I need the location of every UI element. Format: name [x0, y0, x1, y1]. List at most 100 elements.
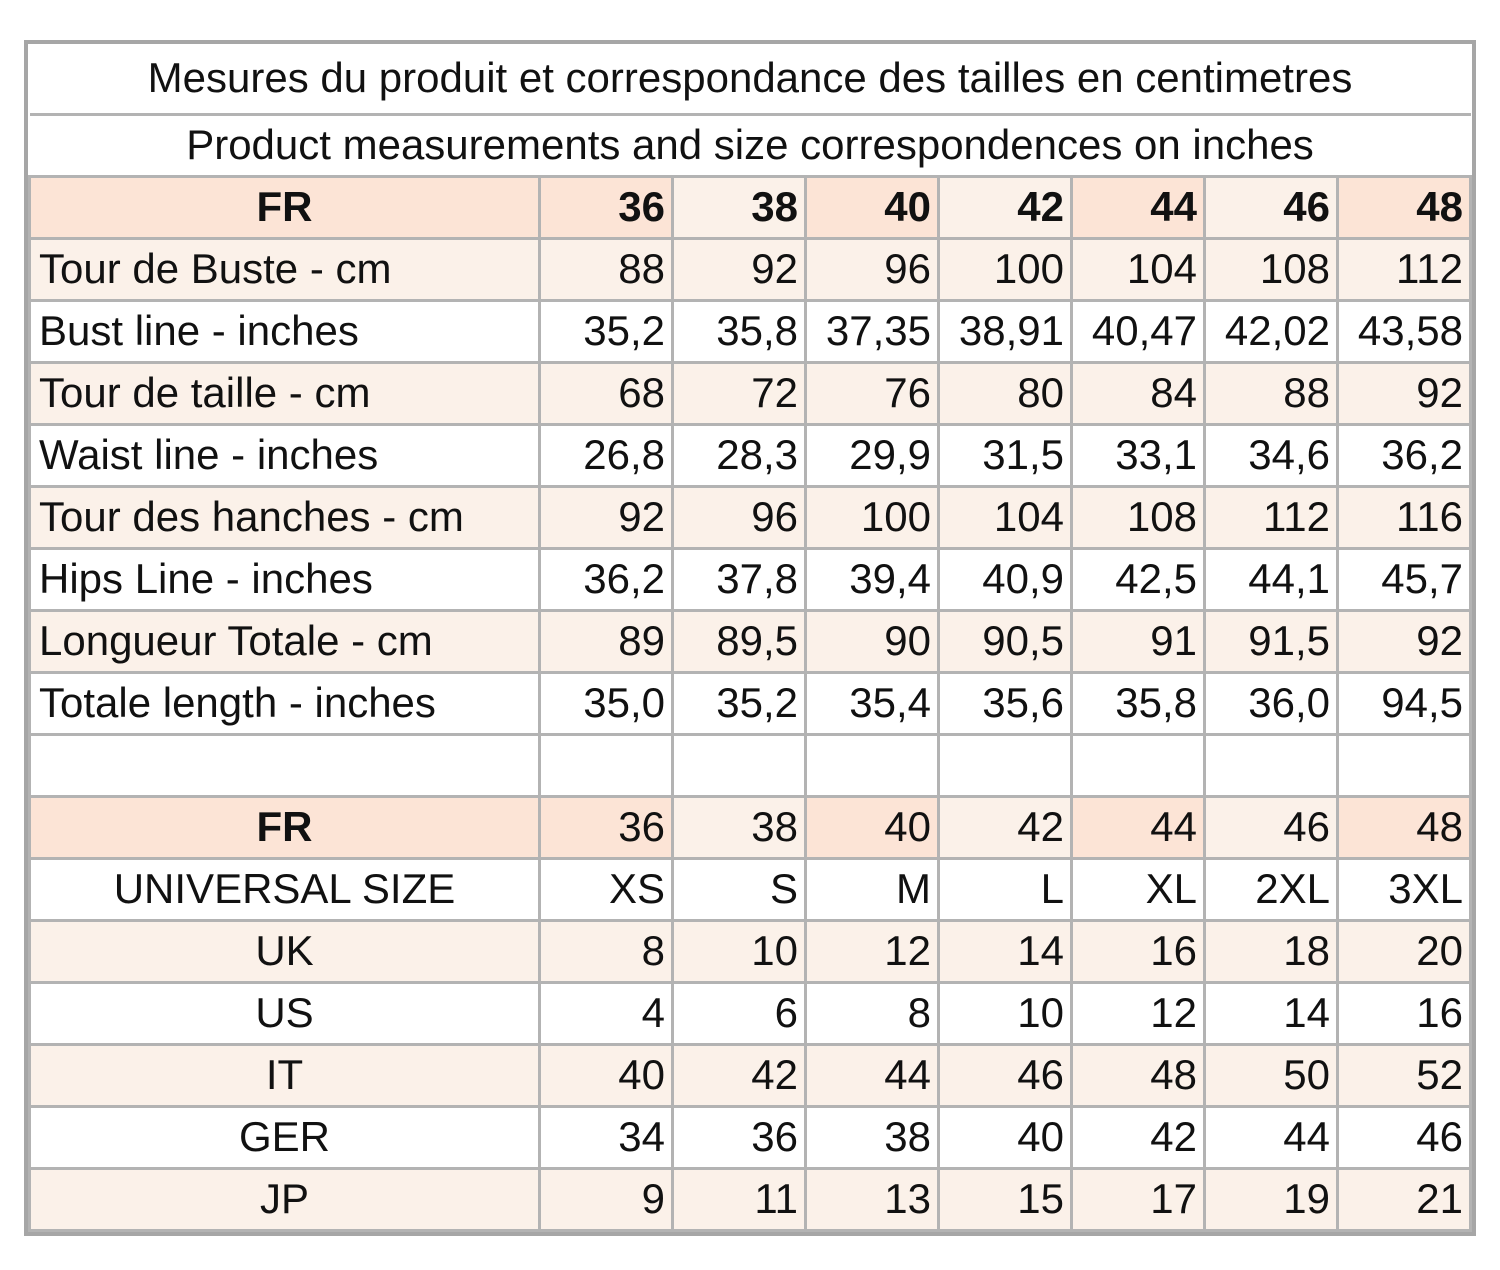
empty-cell [28, 732, 541, 798]
value-cell: 92 [1336, 360, 1472, 426]
table-row: GER 34 36 38 40 42 44 46 [28, 1104, 1472, 1170]
title-row-fr: Mesures du produit et correspondance des… [29, 44, 1471, 116]
value-cell: 40 [937, 1104, 1073, 1170]
table-row: Hips Line - inches 36,2 37,8 39,4 40,9 42,5 44… [28, 546, 1472, 612]
value-cell: 72 [671, 360, 807, 426]
value-cell: 31,5 [937, 422, 1073, 488]
value-cell: 12 [1070, 980, 1206, 1046]
value-cell: 42,5 [1070, 546, 1206, 612]
row-label: Hips Line - inches [28, 546, 541, 612]
value-cell: 89,5 [671, 608, 807, 674]
table-row: UNIVERSAL SIZE XS S M L XL 2XL 3XL [28, 856, 1472, 922]
value-cell: 116 [1336, 484, 1472, 550]
value-cell: 15 [937, 1166, 1073, 1232]
value-cell: 21 [1336, 1166, 1472, 1232]
empty-cell [1336, 732, 1472, 798]
value-cell: 42 [1070, 1104, 1206, 1170]
value-cell: 88 [538, 236, 674, 302]
value-cell: 4 [538, 980, 674, 1046]
value-cell: 52 [1336, 1042, 1472, 1108]
value-cell: 34 [538, 1104, 674, 1170]
value-cell: 35,8 [671, 298, 807, 364]
value-cell: 42 [671, 1042, 807, 1108]
value-cell: 94,5 [1336, 670, 1472, 736]
empty-cell [937, 732, 1073, 798]
value-cell: S [671, 856, 807, 922]
value-cell: 80 [937, 360, 1073, 426]
value-cell: 39,4 [804, 546, 940, 612]
value-cell: 36 [671, 1104, 807, 1170]
value-cell: 14 [937, 918, 1073, 984]
row-label: Tour de taille - cm [28, 360, 541, 426]
value-cell: 91 [1070, 608, 1206, 674]
value-cell: 108 [1070, 484, 1206, 550]
value-cell: 13 [804, 1166, 940, 1232]
measurements-header-row: FR 36 38 40 42 44 46 48 [28, 174, 1472, 240]
value-cell: 96 [804, 236, 940, 302]
empty-cell [1203, 732, 1339, 798]
value-cell: 91,5 [1203, 608, 1339, 674]
value-cell: 45,7 [1336, 546, 1472, 612]
value-cell: 35,2 [538, 298, 674, 364]
value-cell: 112 [1203, 484, 1339, 550]
table-row: IT 40 42 44 46 48 50 52 [28, 1042, 1472, 1108]
value-cell: 104 [937, 484, 1073, 550]
value-cell: 12 [804, 918, 940, 984]
value-cell: 100 [804, 484, 940, 550]
row-label: JP [28, 1166, 541, 1232]
header-size-cell: 40 [804, 174, 940, 240]
value-cell: 43,58 [1336, 298, 1472, 364]
value-cell: 112 [1336, 236, 1472, 302]
value-cell: 76 [804, 360, 940, 426]
row-label: GER [28, 1104, 541, 1170]
value-cell: 40 [538, 1042, 674, 1108]
value-cell: 104 [1070, 236, 1206, 302]
value-cell: 40,9 [937, 546, 1073, 612]
header-size-cell: 44 [1070, 174, 1206, 240]
value-cell: 9 [538, 1166, 674, 1232]
value-cell: 20 [1336, 918, 1472, 984]
title-en: Product measurements and size correspond… [29, 112, 1471, 176]
value-cell: 10 [937, 980, 1073, 1046]
value-cell: 90 [804, 608, 940, 674]
row-label: UK [28, 918, 541, 984]
table-row: Longueur Totale - cm 89 89,5 90 90,5 91 91,5 92 [28, 608, 1472, 674]
header-size-cell: 36 [538, 174, 674, 240]
value-cell: 37,8 [671, 546, 807, 612]
conversion-header-row: FR 36 38 40 42 44 46 48 [28, 794, 1472, 860]
header-label: FR [28, 794, 541, 860]
value-cell: 44 [804, 1042, 940, 1108]
size-table: Mesures du produit et correspondance des… [28, 44, 1472, 1232]
header-size-cell: 38 [671, 174, 807, 240]
value-cell: 100 [937, 236, 1073, 302]
table-row: Tour des hanches - cm 92 96 100 104 108 112 116 [28, 484, 1472, 550]
value-cell: 38,91 [937, 298, 1073, 364]
value-cell: 36,2 [538, 546, 674, 612]
header-size-cell: 46 [1203, 794, 1339, 860]
header-size-cell: 44 [1070, 794, 1206, 860]
value-cell: 90,5 [937, 608, 1073, 674]
row-label: Bust line - inches [28, 298, 541, 364]
spacer-row [28, 732, 1472, 798]
value-cell: 35,6 [937, 670, 1073, 736]
table-row: Tour de taille - cm 68 72 76 80 84 88 92 [28, 360, 1472, 426]
value-cell: 42,02 [1203, 298, 1339, 364]
row-label: Waist line - inches [28, 422, 541, 488]
title-fr: Mesures du produit et correspondance des… [29, 44, 1471, 116]
value-cell: 89 [538, 608, 674, 674]
value-cell: 3XL [1336, 856, 1472, 922]
value-cell: 68 [538, 360, 674, 426]
value-cell: 2XL [1203, 856, 1339, 922]
value-cell: 40,47 [1070, 298, 1206, 364]
header-size-cell: 36 [538, 794, 674, 860]
value-cell: 6 [671, 980, 807, 1046]
empty-cell [1070, 732, 1206, 798]
value-cell: 35,8 [1070, 670, 1206, 736]
value-cell: 8 [804, 980, 940, 1046]
header-size-cell: 40 [804, 794, 940, 860]
table-row: Waist line - inches 26,8 28,3 29,9 31,5 33,1 3… [28, 422, 1472, 488]
row-label: US [28, 980, 541, 1046]
value-cell: XL [1070, 856, 1206, 922]
table-row: Bust line - inches 35,2 35,8 37,35 38,91 40,4… [28, 298, 1472, 364]
value-cell: 35,2 [671, 670, 807, 736]
